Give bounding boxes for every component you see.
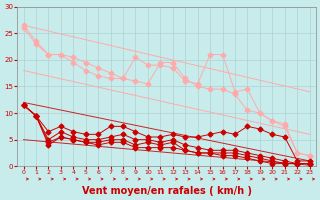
X-axis label: Vent moyen/en rafales ( km/h ): Vent moyen/en rafales ( km/h ) [82,186,252,196]
